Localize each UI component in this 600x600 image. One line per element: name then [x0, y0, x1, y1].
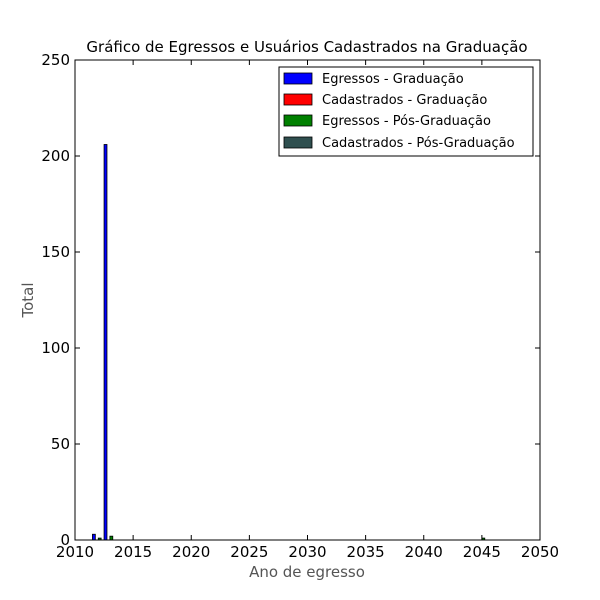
legend-label: Cadastrados - Pós-Graduação	[322, 136, 515, 151]
legend-label: Cadastrados - Graduação	[322, 93, 487, 108]
y-axis-label: Total	[19, 282, 37, 318]
x-tick-label: 2015	[114, 543, 152, 561]
x-axis-label: Ano de egresso	[249, 563, 365, 581]
bar	[109, 535, 114, 541]
legend-label: Egressos - Graduação	[322, 72, 464, 87]
legend-entry: Cadastrados - Graduação	[283, 93, 487, 108]
legend-label: Egressos - Pós-Graduação	[322, 114, 491, 129]
legend-swatch	[283, 93, 313, 106]
y-tick-label: 150	[41, 243, 70, 261]
legend-entry: Egressos - Graduação	[283, 72, 464, 87]
x-tick-label: 2030	[288, 543, 326, 561]
ticks-layer: 2010 2015 2020 2025 2030 2035 2040 2045 2050 0 50 1…	[41, 51, 559, 561]
y-tick-label: 50	[51, 435, 70, 453]
chart-title: Gráfico de Egressos e Usuários Cadastrad…	[86, 38, 527, 56]
legend: Egressos - Graduação Cadastrados - Gradu…	[278, 66, 534, 157]
y-tick-label: 0	[60, 531, 70, 549]
y-tick-label: 250	[41, 51, 70, 69]
x-tick-label: 2045	[463, 543, 501, 561]
y-tick-label: 200	[41, 147, 70, 165]
legend-swatch	[283, 136, 313, 149]
x-tick-label: 2040	[405, 543, 443, 561]
x-tick-label: 2025	[230, 543, 268, 561]
x-tick-label: 2010	[56, 543, 94, 561]
legend-entry: Egressos - Pós-Graduação	[283, 114, 491, 129]
x-tick-label: 2035	[347, 543, 385, 561]
bar	[92, 533, 96, 541]
legend-swatch	[283, 114, 313, 127]
x-tick-label: 2020	[172, 543, 210, 561]
legend-swatch	[283, 72, 313, 85]
bars-layer	[92, 144, 486, 541]
plot-area-frame	[74, 59, 541, 541]
y-tick-label: 100	[41, 339, 70, 357]
legend-frame	[278, 66, 534, 157]
x-tick-label: 2050	[521, 543, 559, 561]
bar	[103, 144, 108, 541]
legend-entry: Cadastrados - Pós-Graduação	[283, 136, 515, 151]
